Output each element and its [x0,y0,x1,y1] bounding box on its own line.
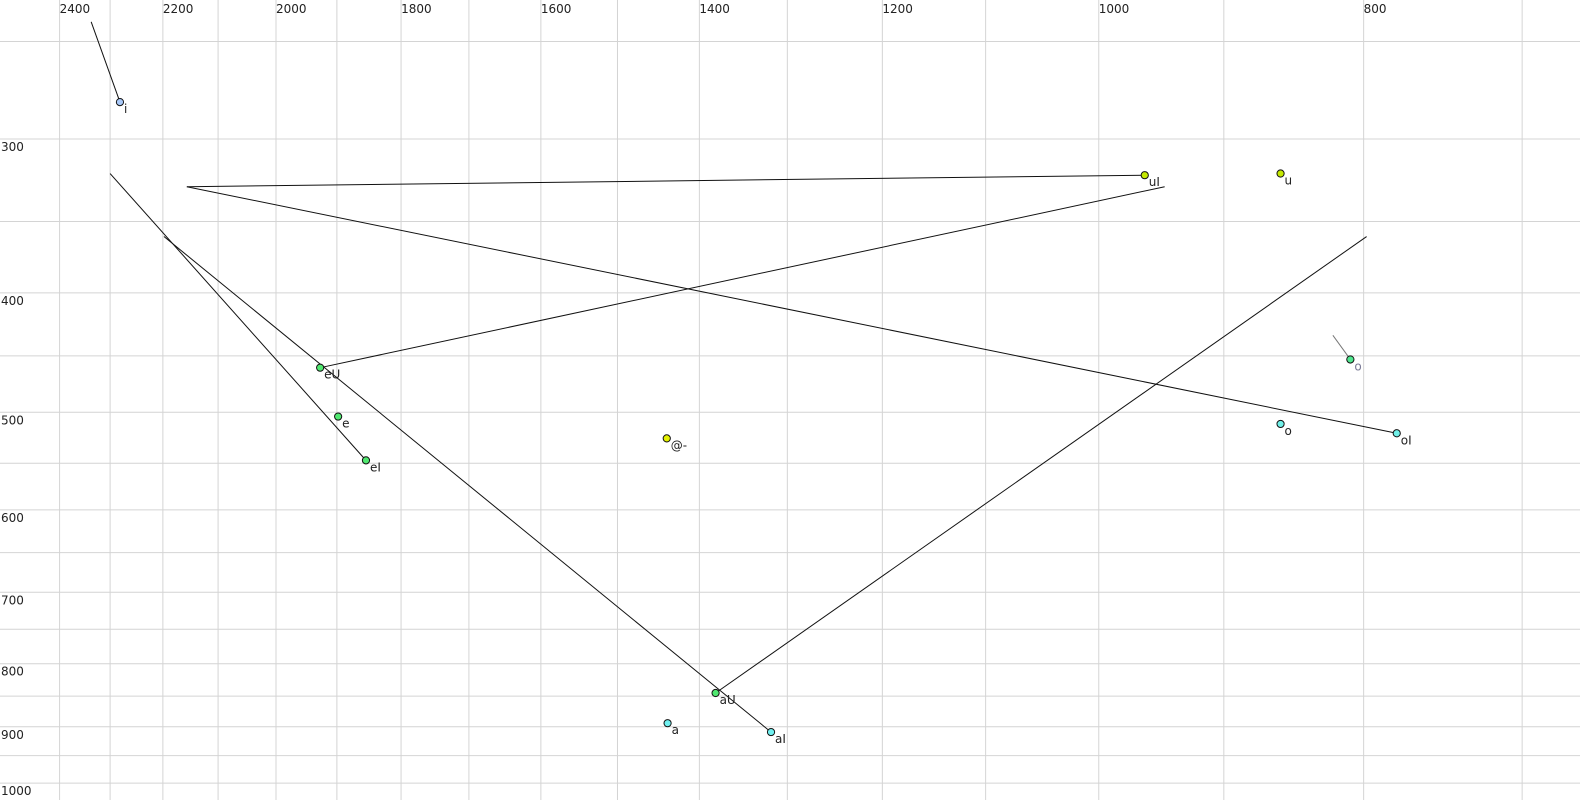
vowel-point-eU [316,363,325,372]
trajectory-line-eU [320,186,1165,369]
vowel-point-o [1346,355,1355,364]
y-tick-label: 800 [1,665,24,679]
x-tick-label: 2000 [276,2,307,16]
x-tick-label: 2200 [163,2,194,16]
y-tick-label: 400 [1,294,24,308]
vowel-label: aI [775,732,786,746]
x-tick-label: 1600 [541,2,572,16]
vowel-point-@- [662,434,671,443]
vowel-label: e [342,417,349,431]
vowel-point-eI [361,456,371,465]
vowel-label: @- [671,438,687,452]
x-tick-label: 1400 [699,2,730,16]
x-tick-label: 800 [1364,2,1387,16]
vowel-label: i [124,102,127,116]
vowel-point-uI [1140,171,1149,180]
vowel-label: a [672,723,679,737]
y-tick-label: 600 [1,511,24,525]
trajectories [90,21,1397,733]
trajectory-line-o [1332,335,1351,360]
axis-ticks: 2400 2200 2000 1800 1600 1400 1200 1000 800 300 40… [1,2,1387,798]
trajectory-line-oI [186,186,1397,434]
vowel-point-e [334,412,343,421]
vowel-label: o [1354,359,1361,373]
vowel-label: oI [1401,433,1412,447]
vowel-point-o [1276,419,1285,429]
y-tick-label: 1000 [1,784,32,798]
trajectory-line-i [90,21,121,103]
vowel-label: eI [370,460,381,474]
trajectory-line-uI [186,174,1145,188]
x-tick-label: 1800 [401,2,432,16]
trajectory-line-aI [163,236,772,733]
trajectory-line-eI [109,173,367,461]
vowel-point-i [115,97,125,107]
y-tick-label: 900 [1,728,24,742]
y-tick-label: 300 [1,140,24,154]
x-tick-label: 1200 [882,2,913,16]
vowel-point-u [1276,169,1285,178]
trajectory-line-aU [715,236,1367,694]
points: i uI u o eU e @- o oI eI aU a aI [115,97,1412,746]
vowel-label: o [1285,424,1292,438]
x-tick-label: 1000 [1099,2,1130,16]
vowel-label: u [1285,174,1293,188]
vowel-label: eU [324,368,340,382]
vowel-point-aU [711,688,720,698]
y-tick-label: 500 [1,413,24,427]
x-tick-label: 2400 [60,2,91,16]
vowel-point-a [663,719,672,728]
vowel-label: uI [1149,175,1160,189]
y-tick-label: 700 [1,593,24,607]
vowel-point-oI [1392,429,1401,438]
vowel-label: aU [720,693,736,707]
vowel-point-aI [766,727,776,737]
